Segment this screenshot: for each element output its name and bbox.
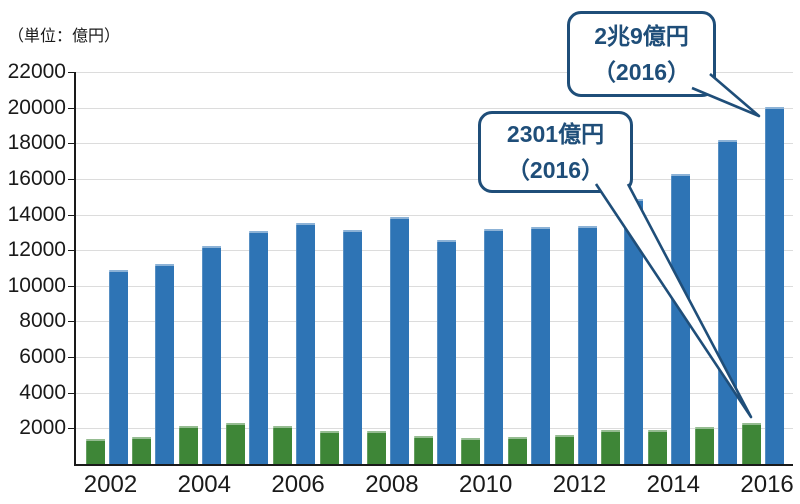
gridline-14000 (75, 214, 793, 216)
callout-blue-2016-value: 2兆9億円 (594, 23, 689, 49)
y-tick-4000 (68, 392, 75, 394)
x-axis-label: 2008 (365, 471, 419, 498)
gridline-8000 (75, 321, 793, 323)
unit-label: （単位：億円） (8, 28, 121, 45)
callout-blue-2016-year: （2016） (592, 59, 691, 85)
y-axis-label: 12000 (7, 238, 66, 262)
callout-green-2016-value: 2301億円 (506, 121, 605, 147)
y-axis-label: 18000 (7, 131, 66, 155)
gridline-16000 (75, 178, 793, 180)
bar-blue-2006 (296, 223, 316, 464)
callout-green-2016: 2301億円 （2016） (478, 111, 633, 193)
x-axis-label: 2002 (83, 471, 138, 498)
gridline-20000 (75, 107, 793, 109)
y-tick-20000 (68, 107, 75, 109)
bar-green-2016 (742, 423, 762, 464)
x-axis-label: 2006 (271, 471, 325, 498)
bar-blue-2010 (483, 228, 503, 464)
y-axis-label: 20000 (7, 95, 66, 119)
y-axis-label: 10000 (7, 273, 66, 297)
y-tick-16000 (68, 178, 75, 180)
bar-blue-2008 (389, 217, 409, 464)
bar-blue-2013 (624, 198, 644, 464)
y-axis-label: 4000 (19, 380, 66, 404)
x-axis-label: 2016 (740, 471, 794, 498)
bar-green-2012 (554, 434, 574, 464)
y-tick-6000 (68, 357, 75, 359)
bar-blue-2014 (671, 173, 691, 464)
y-axis-line (74, 72, 76, 466)
gridline-6000 (75, 357, 793, 359)
bar-blue-2002 (108, 269, 128, 464)
gridline-10000 (75, 285, 793, 287)
bar-green-2009 (413, 436, 433, 464)
bar-green-2010 (460, 438, 480, 464)
gridline-4000 (75, 392, 793, 394)
bar-green-2015 (695, 427, 715, 464)
bar-blue-2011 (530, 227, 550, 464)
y-axis-label: 2000 (19, 416, 66, 440)
y-axis-label: 22000 (7, 60, 66, 83)
bar-blue-2009 (436, 240, 456, 464)
gridline-12000 (75, 250, 793, 252)
bar-green-2006 (273, 425, 293, 464)
bar-green-2004 (179, 425, 199, 464)
bar-green-2007 (320, 430, 339, 464)
bar-blue-2004 (202, 245, 222, 464)
y-tick-8000 (68, 321, 75, 323)
y-tick-22000 (68, 72, 75, 73)
y-tick-12000 (68, 250, 75, 252)
x-axis-label: 2014 (646, 471, 700, 498)
gridline-22000 (75, 72, 793, 73)
gridline-2000 (75, 428, 793, 430)
bar-green-2008 (366, 431, 386, 464)
bar-blue-2003 (155, 264, 175, 464)
bar-blue-2015 (718, 139, 738, 464)
bar-green-2013 (601, 430, 621, 464)
bar-blue-2012 (577, 226, 597, 464)
x-axis-label: 2004 (177, 471, 231, 498)
callout-green-2016-year: （2016） (506, 157, 605, 183)
bar-green-2002 (85, 439, 105, 464)
bar-blue-2005 (249, 230, 269, 464)
y-axis-label: 14000 (7, 202, 66, 226)
bar-blue-2016 (765, 107, 785, 464)
x-axis-label: 2012 (552, 471, 607, 498)
y-axis-label: 6000 (19, 345, 66, 369)
y-tick-10000 (68, 285, 75, 287)
bar-blue-2007 (343, 229, 362, 464)
y-axis-label: 16000 (7, 166, 66, 190)
bar-green-2003 (132, 437, 152, 464)
bar-green-2005 (226, 423, 246, 464)
y-tick-14000 (68, 214, 75, 216)
x-axis-line (74, 464, 793, 466)
y-tick-2000 (68, 428, 75, 430)
callout-blue-2016: 2兆9億円 （2016） (567, 11, 716, 97)
bar-green-2014 (648, 430, 668, 464)
gridline-18000 (75, 143, 793, 145)
x-axis-label: 2010 (458, 471, 513, 498)
y-axis-label: 8000 (19, 309, 66, 333)
bar-green-2011 (507, 436, 527, 464)
y-tick-18000 (68, 143, 75, 145)
